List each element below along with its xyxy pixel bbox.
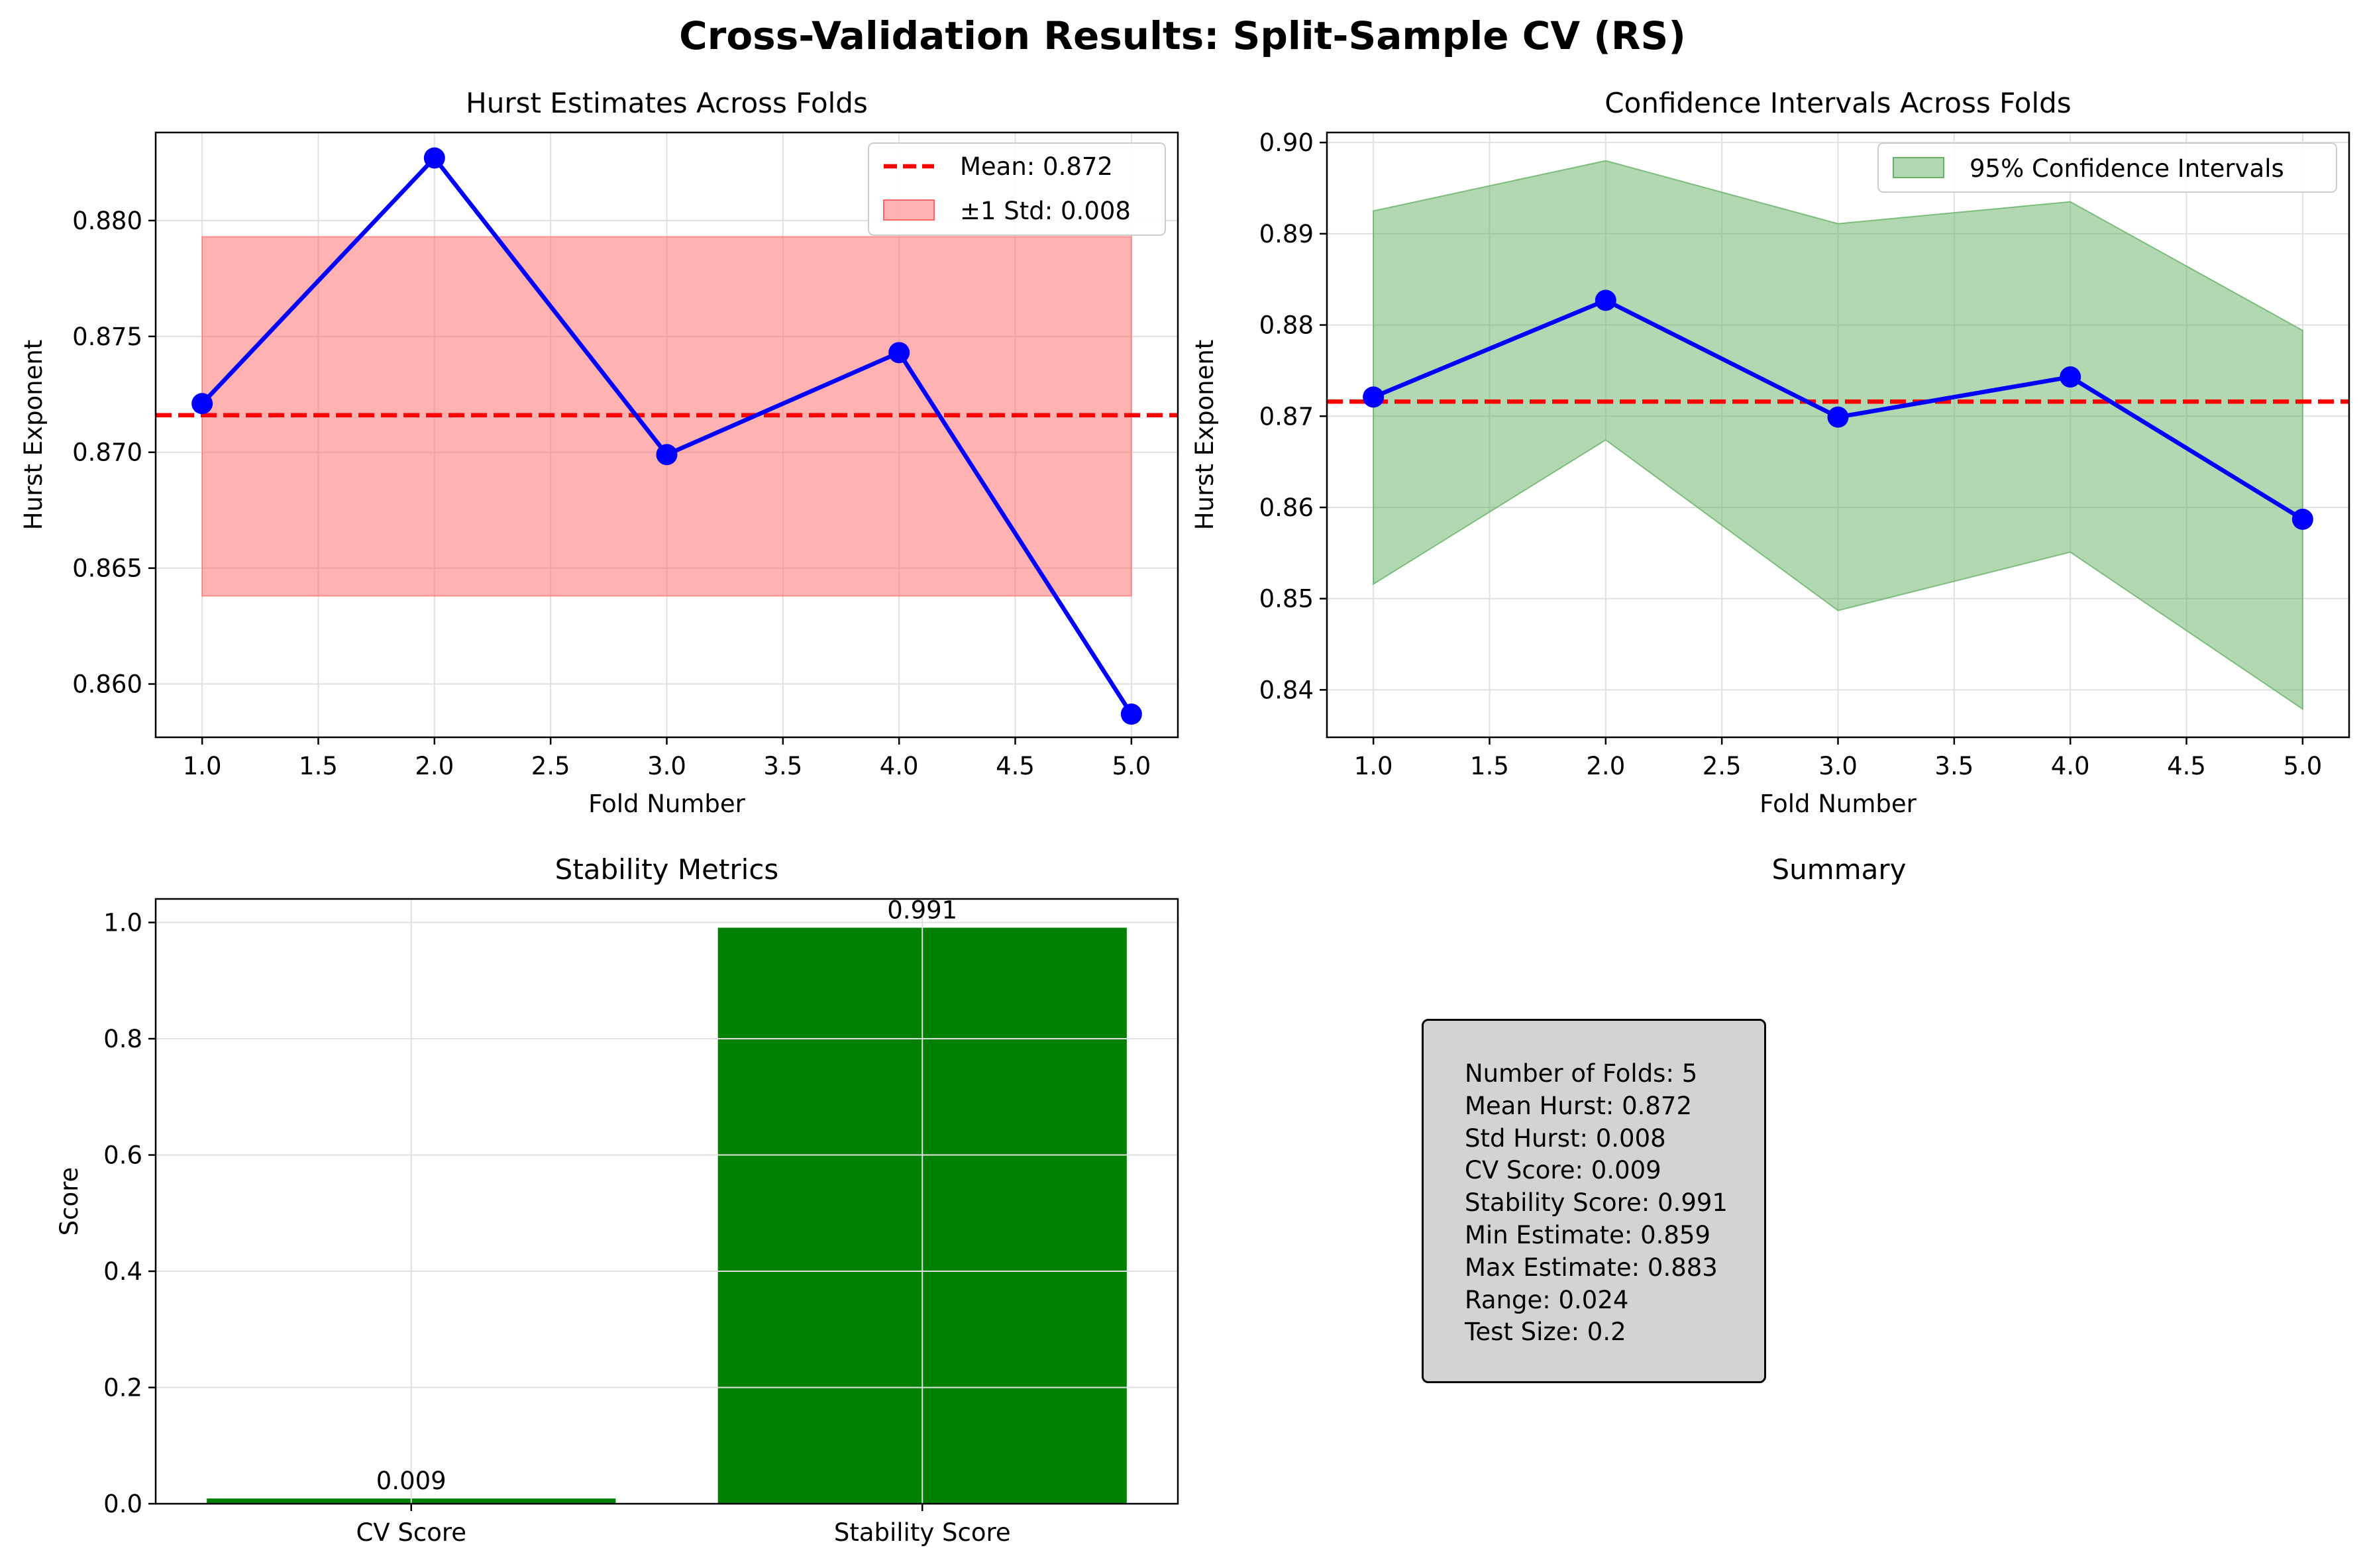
chart-title: Stability Metrics: [555, 853, 779, 886]
y-tick-label: 1.0: [103, 909, 142, 937]
x-tick-label: 4.0: [880, 752, 919, 780]
legend: Mean: 0.872 ±1 Std: 0.008: [868, 142, 1166, 236]
summary-line: Range: 0.024: [1465, 1285, 1629, 1314]
summary-line: Min Estimate: 0.859: [1465, 1220, 1710, 1249]
legend: 95% Confidence Intervals: [1877, 142, 2337, 193]
summary-title: Summary: [1772, 853, 1907, 886]
y-tick-label: 0.870: [72, 439, 142, 467]
data-point: [1595, 289, 1616, 311]
y-tick-label: 0.6: [103, 1141, 142, 1170]
x-tick-label: 3.0: [1818, 752, 1858, 780]
x-tick-label: 3.5: [763, 752, 802, 780]
data-point: [2291, 508, 2313, 530]
x-tick-label: 3.0: [647, 752, 686, 780]
data-point: [888, 342, 910, 364]
hurst-estimates-chart: 1.0 1.5 2.0 2.5 3.0 3.5 4.0 4.5 5.0 0.860 0.865 0.8…: [19, 87, 1179, 818]
y-tick-label: 0.865: [72, 554, 142, 583]
y-tick-label: 0.90: [1259, 129, 1314, 157]
data-point: [423, 147, 445, 169]
y-tick-label: 0.8: [103, 1025, 142, 1053]
x-tick-label: 4.5: [2167, 752, 2206, 780]
y-tick-label: 0.875: [72, 323, 142, 351]
y-tick-label: 0.880: [72, 207, 142, 235]
y-axis-label: Score: [55, 1167, 83, 1236]
x-tick-label: 2.0: [1586, 752, 1625, 780]
x-tick-label: 4.5: [996, 752, 1035, 780]
summary-line: Max Estimate: 0.883: [1465, 1253, 1718, 1282]
summary-line: Std Hurst: 0.008: [1465, 1124, 1666, 1153]
legend-std-swatch: [883, 199, 935, 221]
bar-value-label: 0.009: [376, 1467, 447, 1495]
plot-frame: [1326, 131, 2350, 739]
legend-mean-label: Mean: 0.872: [960, 152, 1113, 181]
y-tick-label: 0.86: [1259, 494, 1314, 522]
x-tick-label: 2.0: [415, 752, 454, 780]
x-tick-label: 4.0: [2051, 752, 2090, 780]
summary-line: Number of Folds: 5: [1465, 1059, 1698, 1088]
summary-line: Mean Hurst: 0.872: [1465, 1091, 1692, 1120]
legend-ci-label: 95% Confidence Intervals: [1970, 154, 2284, 183]
data-point: [1827, 406, 1849, 428]
y-tick-label: 0.87: [1259, 402, 1314, 431]
summary-box: Number of Folds: 5 Mean Hurst: 0.872 Std H…: [1422, 1019, 1766, 1383]
data-point: [1120, 704, 1142, 725]
data-point: [191, 393, 213, 415]
stability-metrics-chart: 0.009 0.991 CV Score Stability Score 0.0 0.2 0…: [55, 853, 1179, 1547]
legend-ci-swatch: [1893, 157, 1944, 178]
legend-box: [868, 142, 1166, 236]
x-tick-label: 5.0: [1112, 752, 1151, 780]
summary-line: CV Score: 0.009: [1465, 1156, 1661, 1185]
y-tick-label: 0.84: [1259, 676, 1314, 704]
x-tick-label: 3.5: [1934, 752, 1973, 780]
plot-frame: [154, 131, 1179, 739]
x-tick-label: 5.0: [2283, 752, 2322, 780]
x-tick-label: 1.0: [1354, 752, 1393, 780]
y-tick-label: 0.2: [103, 1374, 142, 1402]
x-axis-label: Fold Number: [588, 790, 746, 818]
summary-line: Test Size: 0.2: [1465, 1318, 1626, 1347]
plot-frame: [154, 898, 1179, 1505]
y-axis-label: Hurst Exponent: [19, 340, 48, 531]
chart-title: Confidence Intervals Across Folds: [1604, 87, 2071, 119]
x-tick-label: CV Score: [356, 1518, 466, 1547]
y-tick-label: 0.4: [103, 1257, 142, 1286]
legend-box: [1877, 142, 2337, 193]
figure-title: Cross-Validation Results: Split-Sample C…: [679, 13, 1686, 58]
x-tick-label: Stability Score: [834, 1518, 1011, 1547]
data-point: [656, 444, 678, 466]
x-tick-label: 1.5: [299, 752, 338, 780]
y-axis-label: Hurst Exponent: [1190, 340, 1219, 531]
y-tick-label: 0.860: [72, 670, 142, 699]
y-tick-label: 0.89: [1259, 220, 1314, 248]
data-point: [1363, 386, 1385, 408]
x-tick-label: 2.5: [1703, 752, 1742, 780]
confidence-intervals-chart: 1.0 1.5 2.0 2.5 3.0 3.5 4.0 4.5 5.0 0.84 0.85 0.86 0…: [1190, 87, 2350, 818]
x-tick-label: 2.5: [531, 752, 570, 780]
x-tick-label: 1.0: [183, 752, 222, 780]
summary-line: Stability Score: 0.991: [1465, 1188, 1728, 1218]
y-tick-label: 0.0: [103, 1490, 142, 1518]
y-tick-label: 0.88: [1259, 311, 1314, 340]
x-axis-label: Fold Number: [1760, 790, 1917, 818]
summary-list: Number of Folds: 5 Mean Hurst: 0.872 Std H…: [1465, 1058, 1728, 1349]
bar-value-label: 0.991: [887, 896, 957, 924]
x-tick-label: 1.5: [1470, 752, 1509, 780]
y-tick-label: 0.85: [1259, 585, 1314, 613]
chart-title: Hurst Estimates Across Folds: [466, 87, 868, 119]
legend-std-label: ±1 Std: 0.008: [960, 197, 1131, 225]
data-point: [2060, 366, 2081, 388]
